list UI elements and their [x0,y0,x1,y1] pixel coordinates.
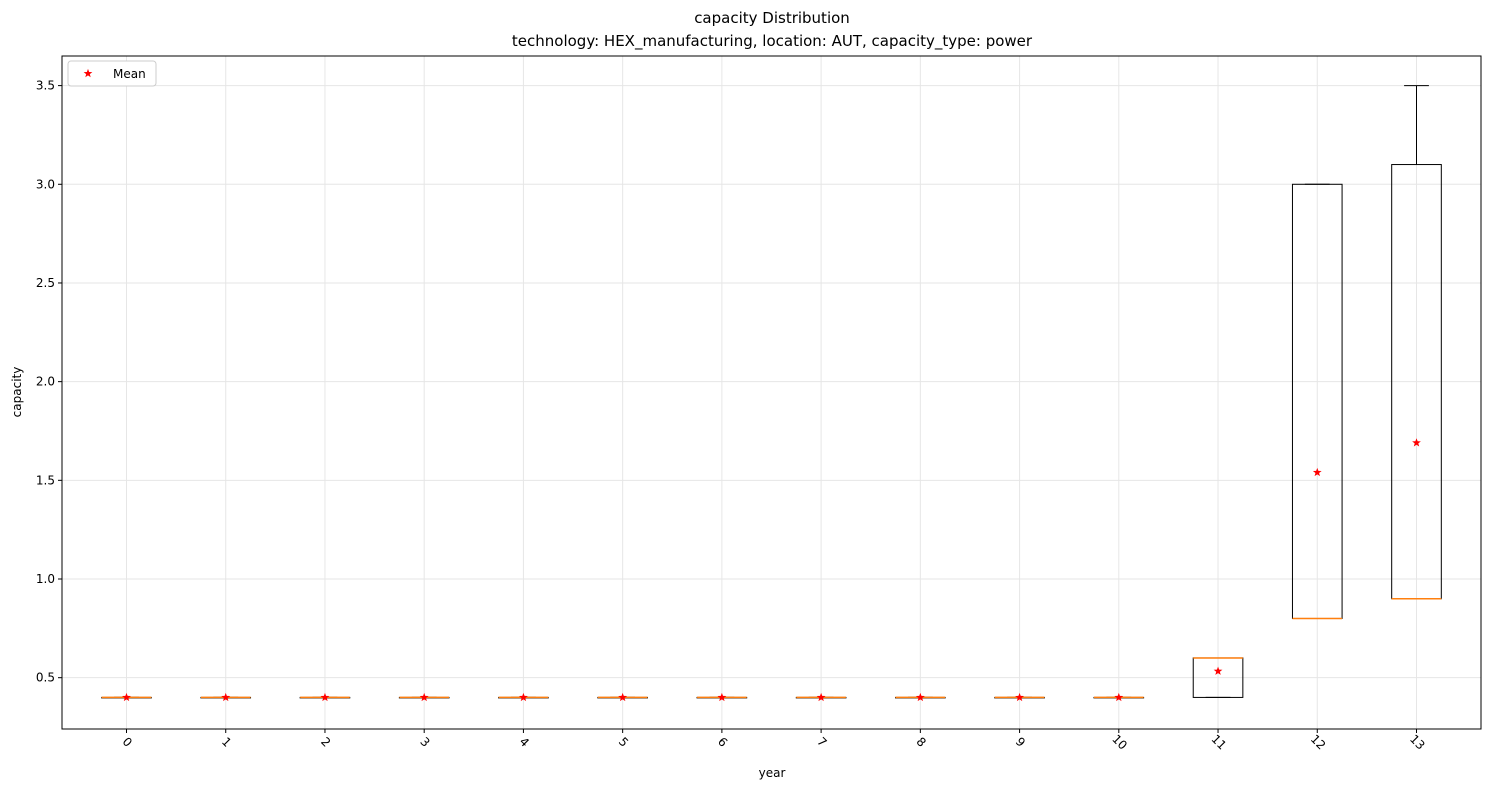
mean-star-icon [915,692,925,702]
x-tick-label: 4 [517,735,532,750]
plot-frame [61,55,1482,730]
x-tick-label: 5 [616,735,631,750]
x-tick-label: 11 [1209,732,1230,753]
mean-star-icon [618,692,628,702]
x-axis-ticks: 0 1 2 3 4 5 6 7 8 9 10 11 12 13 [120,729,1428,753]
mean-star-icon [1312,467,1322,477]
box-year-11 [1192,657,1244,698]
box-year-12 [1291,183,1343,620]
x-tick-label: 2 [318,735,333,750]
box-year-13 [1391,85,1442,600]
chart-title: capacity Distribution [694,9,850,27]
x-tick-label: 10 [1109,732,1130,753]
y-tick-label: 1.5 [36,473,55,487]
x-tick-label: 9 [1013,735,1028,750]
mean-markers [122,438,1421,702]
mean-star-icon [816,692,826,702]
x-axis-label: year [759,766,786,780]
grid-lines [62,56,1481,729]
mean-star-icon [221,692,231,702]
x-tick-label: 3 [417,735,432,750]
mean-star-icon [1015,692,1024,702]
y-tick-label: 0.5 [36,671,55,685]
legend-label-mean: Mean [113,67,146,81]
x-tick-label: 6 [715,735,730,750]
legend-frame [67,60,157,87]
x-tick-label: 7 [814,735,829,750]
y-tick-label: 2.5 [36,276,55,290]
x-tick-label: 0 [120,735,135,750]
x-tick-label: 8 [914,735,929,750]
y-tick-label: 2.0 [36,375,55,389]
mean-star-icon [419,692,429,702]
mean-star-icon [1412,438,1421,447]
y-axis-label: capacity [10,367,24,418]
mean-star-icon [519,692,528,702]
mean-star-icon [1114,692,1124,702]
x-tick-label: 13 [1407,732,1428,753]
y-tick-label: 3.5 [36,79,55,93]
legend: Mean [67,60,157,87]
legend-star-icon [83,68,93,78]
chart-subtitle: technology: HEX_manufacturing, location:… [512,32,1033,51]
x-tick-label: 12 [1308,732,1329,753]
y-tick-label: 1.0 [36,572,55,586]
y-tick-label: 3.0 [36,177,55,191]
y-axis-ticks: 0.5 1.0 1.5 2.0 2.5 3.0 3.5 [36,79,62,685]
boxes [101,85,1442,699]
mean-star-icon [717,692,727,702]
x-tick-label: 1 [219,735,234,750]
mean-star-icon [122,692,131,702]
mean-star-icon [1213,666,1223,675]
mean-star-icon [320,692,330,702]
